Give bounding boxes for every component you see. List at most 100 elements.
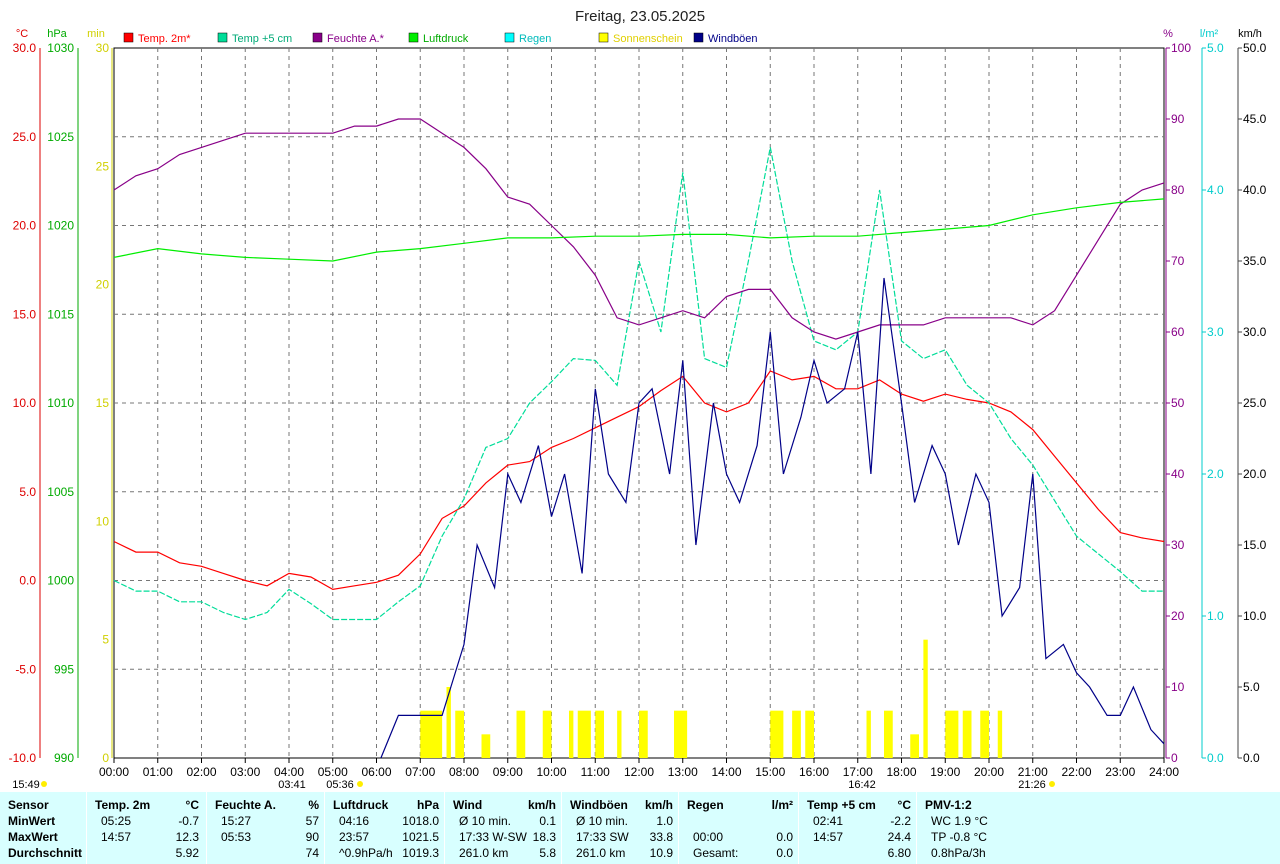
summary-row-label: Durchschnitt — [8, 846, 83, 860]
wind-axis-tick-label: 20.0 — [1243, 467, 1267, 481]
summary-row-label: MaxWert — [8, 830, 58, 844]
wind-axis-tick-label: 35.0 — [1243, 254, 1267, 268]
summary-cell-value: 90 — [305, 830, 319, 844]
moonrise-label: 03:41 — [278, 779, 306, 791]
sunshine-bar — [595, 710, 604, 758]
summary-cell-value: 57 — [305, 814, 319, 828]
summary-header: PMV-1:2 — [925, 798, 972, 812]
sunset-label: 21:26 — [1018, 779, 1046, 791]
humidity-axis-tick-label: 80 — [1171, 183, 1185, 197]
humidity-axis-tick-label: 90 — [1171, 112, 1185, 126]
sunshine-bar — [962, 710, 972, 758]
wind-unit: km/h — [1238, 28, 1262, 40]
rain-axis-tick-label: 1.0 — [1207, 609, 1224, 623]
x-tick-label: 19:00 — [930, 765, 960, 779]
wind-axis-tick-label: 45.0 — [1243, 112, 1267, 126]
sunshine-axis-tick-label: 25 — [96, 159, 110, 173]
summary-cell-time: 261.0 km — [576, 846, 626, 860]
sunshine-bar — [792, 710, 801, 758]
sunshine-bar — [770, 710, 784, 758]
summary-cell-time: 05:25 — [101, 814, 132, 828]
summary-cell-value: 1018.0 — [402, 814, 439, 828]
summary-cell-value: 18.3 — [532, 830, 556, 844]
rain-axis-tick-label: 3.0 — [1207, 325, 1224, 339]
humidity-axis-tick-label: 30 — [1171, 538, 1185, 552]
summary-cell-time: 23:57 — [339, 830, 370, 844]
summary-row-label: MinWert — [8, 814, 56, 828]
humidity-axis-tick-label: 0 — [1171, 751, 1178, 765]
legend-swatch — [123, 32, 134, 43]
summary-cell-value: 10.9 — [649, 846, 673, 860]
summary-column-windb-en: Windböen km/h Ø 10 min. 1.0 17:33 SW 33.8 261.… — [561, 792, 679, 864]
sunshine-bar — [945, 710, 959, 758]
legend-swatch — [408, 32, 419, 43]
legend-label: Regen — [519, 33, 551, 45]
x-tick-label: 15:00 — [755, 765, 785, 779]
summary-cell-value: 0.0 — [776, 830, 793, 844]
summary-cell-value: 1.0 — [656, 814, 673, 828]
legend-label: Luftdruck — [423, 33, 469, 45]
pressure-axis-tick-label: 1030 — [47, 41, 74, 55]
pressure-axis-tick-label: 1015 — [47, 307, 74, 321]
x-tick-label: 23:00 — [1105, 765, 1135, 779]
sunshine-bar — [577, 710, 591, 758]
summary-cell-time: 0.8hPa/3h — [931, 846, 986, 860]
summary-cell-value: 0.1 — [539, 814, 556, 828]
pressure-axis-tick-label: 1000 — [47, 574, 74, 588]
summary-cell-value: 1019.3 — [402, 846, 439, 860]
temp-axis-tick-label: 0.0 — [19, 574, 36, 588]
x-tick-label: 04:00 — [274, 765, 304, 779]
summary-cell-time: 14:57 — [101, 830, 132, 844]
x-tick-label: 00:00 — [99, 765, 129, 779]
summary-cell-time: 261.0 km — [459, 846, 509, 860]
summary-column-wind: Wind km/h Ø 10 min. 0.1 17:33 W-SW 18.3 261.0 … — [444, 792, 562, 864]
humidity-axis-tick-label: 70 — [1171, 254, 1185, 268]
chart-title: Freitag, 23.05.2025 — [575, 8, 705, 25]
pressure-axis-tick-label: 1020 — [47, 219, 74, 233]
summary-table: Sensor MinWert MaxWert Durchschnitt Temp… — [0, 792, 1280, 864]
x-tick-label: 16:00 — [799, 765, 829, 779]
summary-cell-time: 00:00 — [693, 830, 724, 844]
x-tick-label: 10:00 — [536, 765, 566, 779]
summary-unit: l/m² — [771, 798, 793, 812]
summary-cell-value: 6.80 — [887, 846, 911, 860]
sunshine-bar — [884, 710, 893, 758]
summary-cell-value: 5.8 — [539, 846, 556, 860]
x-tick-label: 09:00 — [493, 765, 523, 779]
pressure-unit: hPa — [47, 28, 67, 40]
pressure-axis-tick-label: 990 — [54, 751, 74, 765]
sunshine-bar — [569, 710, 574, 758]
summary-cell-value: 33.8 — [649, 830, 673, 844]
pressure-axis-tick-label: 1005 — [47, 485, 74, 499]
sunshine-bar — [542, 710, 552, 758]
temp-axis-tick-label: 30.0 — [13, 41, 37, 55]
humidity-axis-tick-label: 20 — [1171, 609, 1185, 623]
pressure-axis-tick-label: 1025 — [47, 130, 74, 144]
sunshine-axis-tick-label: 30 — [96, 41, 110, 55]
sunshine-axis-tick-label: 20 — [96, 278, 110, 292]
sunshine-bar — [997, 710, 1003, 758]
sunshine-bar — [910, 734, 919, 758]
sunrise-icon — [357, 781, 363, 787]
temp-unit: °C — [16, 28, 28, 40]
temp-axis-tick-label: 15.0 — [13, 307, 37, 321]
summary-cell-value: 0.0 — [776, 846, 793, 860]
summary-cell-value: 5.92 — [175, 846, 199, 860]
summary-column-temp-5-cm: Temp +5 cm °C 02:41 -2.2 14:57 24.4 6.80 — [798, 792, 917, 864]
legend-swatch — [217, 32, 228, 43]
sunset-icon — [1049, 781, 1055, 787]
summary-header: Windböen — [570, 798, 628, 812]
sunshine-axis-tick-label: 5 — [102, 633, 109, 647]
x-tick-label: 18:00 — [886, 765, 916, 779]
sunshine-bar — [420, 710, 443, 758]
moonset-label: 16:42 — [848, 779, 876, 791]
summary-cell-time: TP -0.8 °C — [931, 830, 987, 844]
humidity-unit: % — [1163, 28, 1173, 40]
sunshine-bar — [923, 639, 928, 758]
summary-cell-value: 1021.5 — [402, 830, 439, 844]
summary-cell-time: ^0.9hPa/h — [339, 846, 393, 860]
legend-swatch — [693, 32, 704, 43]
summary-unit: hPa — [416, 798, 439, 812]
summary-cell-value: -0.7 — [178, 814, 199, 828]
pressure-axis-tick-label: 1010 — [47, 396, 74, 410]
